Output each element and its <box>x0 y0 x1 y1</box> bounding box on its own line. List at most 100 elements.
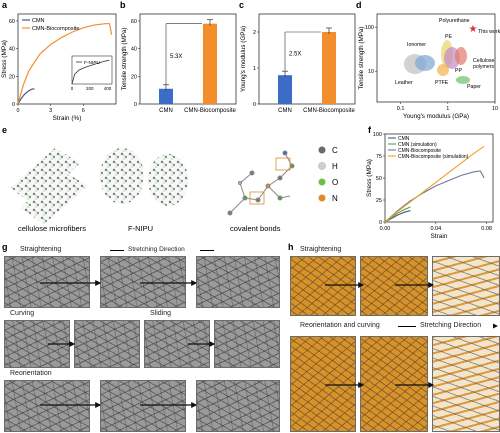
f-ytick-label: 25 <box>376 198 382 204</box>
h-title-reorient: Reorientation and curving <box>300 322 380 329</box>
a-xlabel: Strain (%) <box>53 115 82 122</box>
f-ytick-label: 0 <box>379 220 382 226</box>
d-xtick-label: 0.1 <box>397 106 405 112</box>
f-legend-2: CMN-Biocomposite <box>398 148 441 154</box>
f-xlabel: Strain <box>431 233 448 240</box>
b-ytick-label: 60 <box>131 19 137 25</box>
a-xtick-label: 6 <box>82 108 85 114</box>
d-region-ptfe <box>437 64 449 76</box>
d-label-ptfe: PTFE <box>435 80 449 86</box>
b-bar-0 <box>159 88 173 104</box>
b-annotation: 5.3X <box>170 54 182 60</box>
c-ytick-label: 2 <box>253 30 256 36</box>
panel-b-label: b <box>120 0 126 10</box>
g-title-straightening: Straightening <box>20 246 62 253</box>
d-region-ionomer <box>415 55 435 71</box>
carbon-atom-icon <box>318 146 326 154</box>
g-direction: Stretching Direction <box>128 246 185 253</box>
a-legend-bio: CMN-Biocomposite <box>32 26 79 32</box>
a-xtick-label: 3 <box>49 108 52 114</box>
h-straighten-frame-3 <box>432 256 500 316</box>
g-reorient-frame-1 <box>4 380 90 432</box>
f-legend-1: CMN (simulation) <box>398 142 437 148</box>
a-series-1 <box>17 23 113 105</box>
g-straighten-frame-2 <box>100 256 186 308</box>
legend-n: N <box>332 194 338 203</box>
f-xtick-label: 0.04 <box>430 226 441 232</box>
panel-e-molecules: C H O N cellulose microfibers F-NIPU cov… <box>10 146 338 233</box>
f-xtick-label: 0.00 <box>380 226 391 232</box>
panel-e-label: e <box>2 125 8 135</box>
f-legend-3: CMN-Biocomposite (simulation) <box>398 154 469 160</box>
a-inset-xtick: 400 <box>104 86 112 91</box>
panel-f-label: f <box>368 125 371 135</box>
b-ytick-label: 20 <box>131 74 137 80</box>
g-sliding-frame-2 <box>214 320 280 368</box>
d-label-leather: Leather <box>395 80 413 86</box>
b-ytick-label: 0 <box>134 102 137 108</box>
d-label-cellulose-1: Cellulose <box>473 58 494 64</box>
f-ylabel: Stress (MPa) <box>366 159 373 197</box>
a-inset-xtick: 200 <box>86 86 94 91</box>
a-series-0 <box>17 88 35 105</box>
g-title-reorientation: Reorientation <box>10 370 52 377</box>
legend-c: C <box>332 146 338 155</box>
h-direction: Stretching Direction <box>420 322 482 329</box>
panel-c-chart: 0 1 2 Young's modulus (GPa) CMN CMN-Biocompos… <box>240 13 356 114</box>
h-straighten-frame-1 <box>290 256 356 316</box>
cellulose-microfibers-model-1 <box>10 148 80 206</box>
c-bar-0 <box>278 75 292 104</box>
d-region-cellulose <box>455 47 467 65</box>
covalent-bonds-model <box>227 150 295 216</box>
d-label-cellulose-2: polymers <box>473 64 494 70</box>
panel-h-label: h <box>288 242 294 252</box>
nitrogen-atom-icon <box>318 194 326 202</box>
d-region-paper <box>456 76 470 84</box>
hydrogen-atom-icon <box>318 162 326 170</box>
a-ytick-label: 20 <box>9 74 15 80</box>
b-plot-frame <box>139 13 237 105</box>
c-annotation: 2.5X <box>289 52 301 58</box>
a-ylabel: Stress (MPa) <box>1 40 8 78</box>
d-label-paper: Paper <box>467 84 481 90</box>
g-arrows <box>40 280 216 408</box>
f-series-2 <box>384 170 485 223</box>
panel-g-label: g <box>2 242 8 252</box>
b-category-0: CMN <box>159 108 173 114</box>
h-reorient-frame-2 <box>360 336 428 432</box>
panel-d-label: d <box>356 0 362 10</box>
f-ytick-label: 50 <box>376 176 382 182</box>
g-curving-frame-2 <box>74 320 140 368</box>
g-straighten-frame-1 <box>4 256 90 308</box>
d-ytick-label: 10 <box>368 69 374 75</box>
d-xtick-label: 10 <box>492 106 498 112</box>
h-arrow-left <box>398 326 416 327</box>
b-ylabel: Tensile strength (MPa) <box>121 28 128 91</box>
h-title-straightening: Straightening <box>300 246 342 253</box>
b-ytick-label: 40 <box>131 47 137 53</box>
atom-legend: C H O N <box>318 146 338 203</box>
f-nipu-model-1 <box>100 148 144 204</box>
d-this-work-star-icon: ★ <box>469 24 478 35</box>
legend-o: O <box>332 178 338 187</box>
panel-f-chart: 0 25 50 75 100 0.00 0.04 0.08 Strain Stress (MPa)… <box>366 132 494 240</box>
caption-covalent: covalent bonds <box>230 224 281 233</box>
d-ytick-label: 100 <box>365 25 374 31</box>
c-bar-1 <box>322 32 336 104</box>
b-category-1: CMN-Biocomposite <box>184 108 236 114</box>
c-plot-frame <box>258 13 356 105</box>
f-ytick-label: 100 <box>373 132 382 138</box>
panel-c-label: c <box>239 0 245 10</box>
f-nipu-model-2 <box>148 154 188 206</box>
g-title-curving: Curving <box>10 310 35 317</box>
d-label-pe: PE <box>445 34 452 40</box>
f-ytick-label: 75 <box>376 154 382 160</box>
g-sliding-frame-1 <box>144 320 210 368</box>
panel-d-chart: 0.1 1 10 10 100 Young's modulus (GPa) Tensile … <box>358 13 500 120</box>
f-series-0 <box>384 210 411 223</box>
legend-h: H <box>332 162 338 171</box>
a-inset-legend: F-NIPU <box>84 60 101 66</box>
d-xtick-label: 1 <box>446 106 449 112</box>
g-reorient-frame-3 <box>196 380 280 432</box>
